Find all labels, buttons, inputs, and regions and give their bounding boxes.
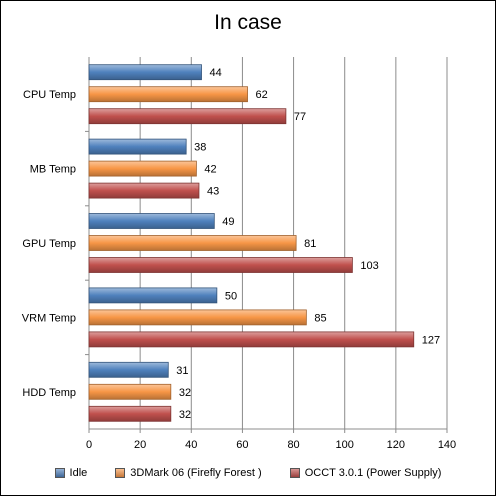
legend-item-0: Idle: [54, 467, 88, 479]
x-tick-label-40: 40: [185, 439, 197, 451]
legend-swatch-1: [115, 468, 126, 478]
legend-swatch-2: [289, 468, 300, 478]
data-label-4-0: 31: [176, 365, 188, 377]
x-tick-label-120: 120: [387, 439, 405, 451]
legend-label-1: 3DMark 06 (Firefly Forest ): [130, 467, 262, 479]
bar-1-0: [88, 138, 187, 155]
bar-2-0: [88, 213, 215, 229]
data-label-1-1: 42: [204, 164, 216, 176]
data-label-1-2: 43: [207, 186, 219, 198]
legend-item-1: 3DMark 06 (Firefly Forest ): [115, 467, 262, 479]
bar-3-2: [88, 331, 415, 348]
bar-2-2: [88, 257, 353, 273]
bar-0-2: [88, 108, 287, 125]
data-label-3-1: 85: [314, 312, 326, 324]
x-tick-label-60: 60: [236, 439, 248, 451]
category-label-0: CPU Temp: [23, 89, 76, 101]
data-label-2-2: 103: [360, 260, 378, 272]
data-label-4-2: 32: [179, 409, 191, 421]
legend-label-0: Idle: [69, 467, 88, 479]
x-tick-label-100: 100: [336, 439, 354, 451]
bar-4-2: [88, 405, 172, 422]
x-tick-label-80: 80: [287, 439, 299, 451]
data-label-4-1: 32: [179, 387, 191, 399]
x-tick-label-20: 20: [134, 439, 146, 451]
data-label-0-1: 62: [256, 89, 268, 101]
bar-1-1: [88, 160, 197, 177]
category-label-2: GPU Temp: [22, 238, 76, 250]
data-label-2-0: 49: [222, 216, 234, 228]
chart-legend: Idle 3DMark 06 (Firefly Forest ) OCCT 3.0.…: [1, 467, 495, 479]
data-label-3-2: 127: [422, 334, 440, 346]
data-label-0-2: 77: [294, 111, 306, 123]
legend-label-2: OCCT 3.0.1 (Power Supply): [304, 467, 442, 479]
data-label-0-0: 44: [210, 67, 222, 79]
category-label-3: VRM Temp: [22, 312, 76, 324]
category-label-4: HDD Temp: [22, 387, 76, 399]
bar-4-1: [88, 383, 172, 400]
x-tick-label-140: 140: [438, 439, 456, 451]
bar-1-2: [88, 182, 200, 199]
category-label-1: MB Temp: [30, 164, 76, 176]
x-tick-label-0: 0: [86, 439, 92, 451]
bar-0-1: [88, 86, 248, 103]
data-label-1-0: 38: [194, 142, 206, 154]
bar-4-0: [88, 361, 169, 378]
chart-title: In case: [214, 11, 282, 34]
legend-item-2: OCCT 3.0.1 (Power Supply): [289, 467, 442, 479]
bar-0-0: [88, 64, 202, 81]
data-label-2-1: 81: [304, 238, 316, 250]
bar-2-1: [88, 235, 297, 251]
legend-swatch-0: [54, 468, 65, 478]
data-label-3-0: 50: [225, 290, 237, 302]
bar-3-0: [88, 287, 218, 304]
bar-3-1: [88, 309, 307, 326]
